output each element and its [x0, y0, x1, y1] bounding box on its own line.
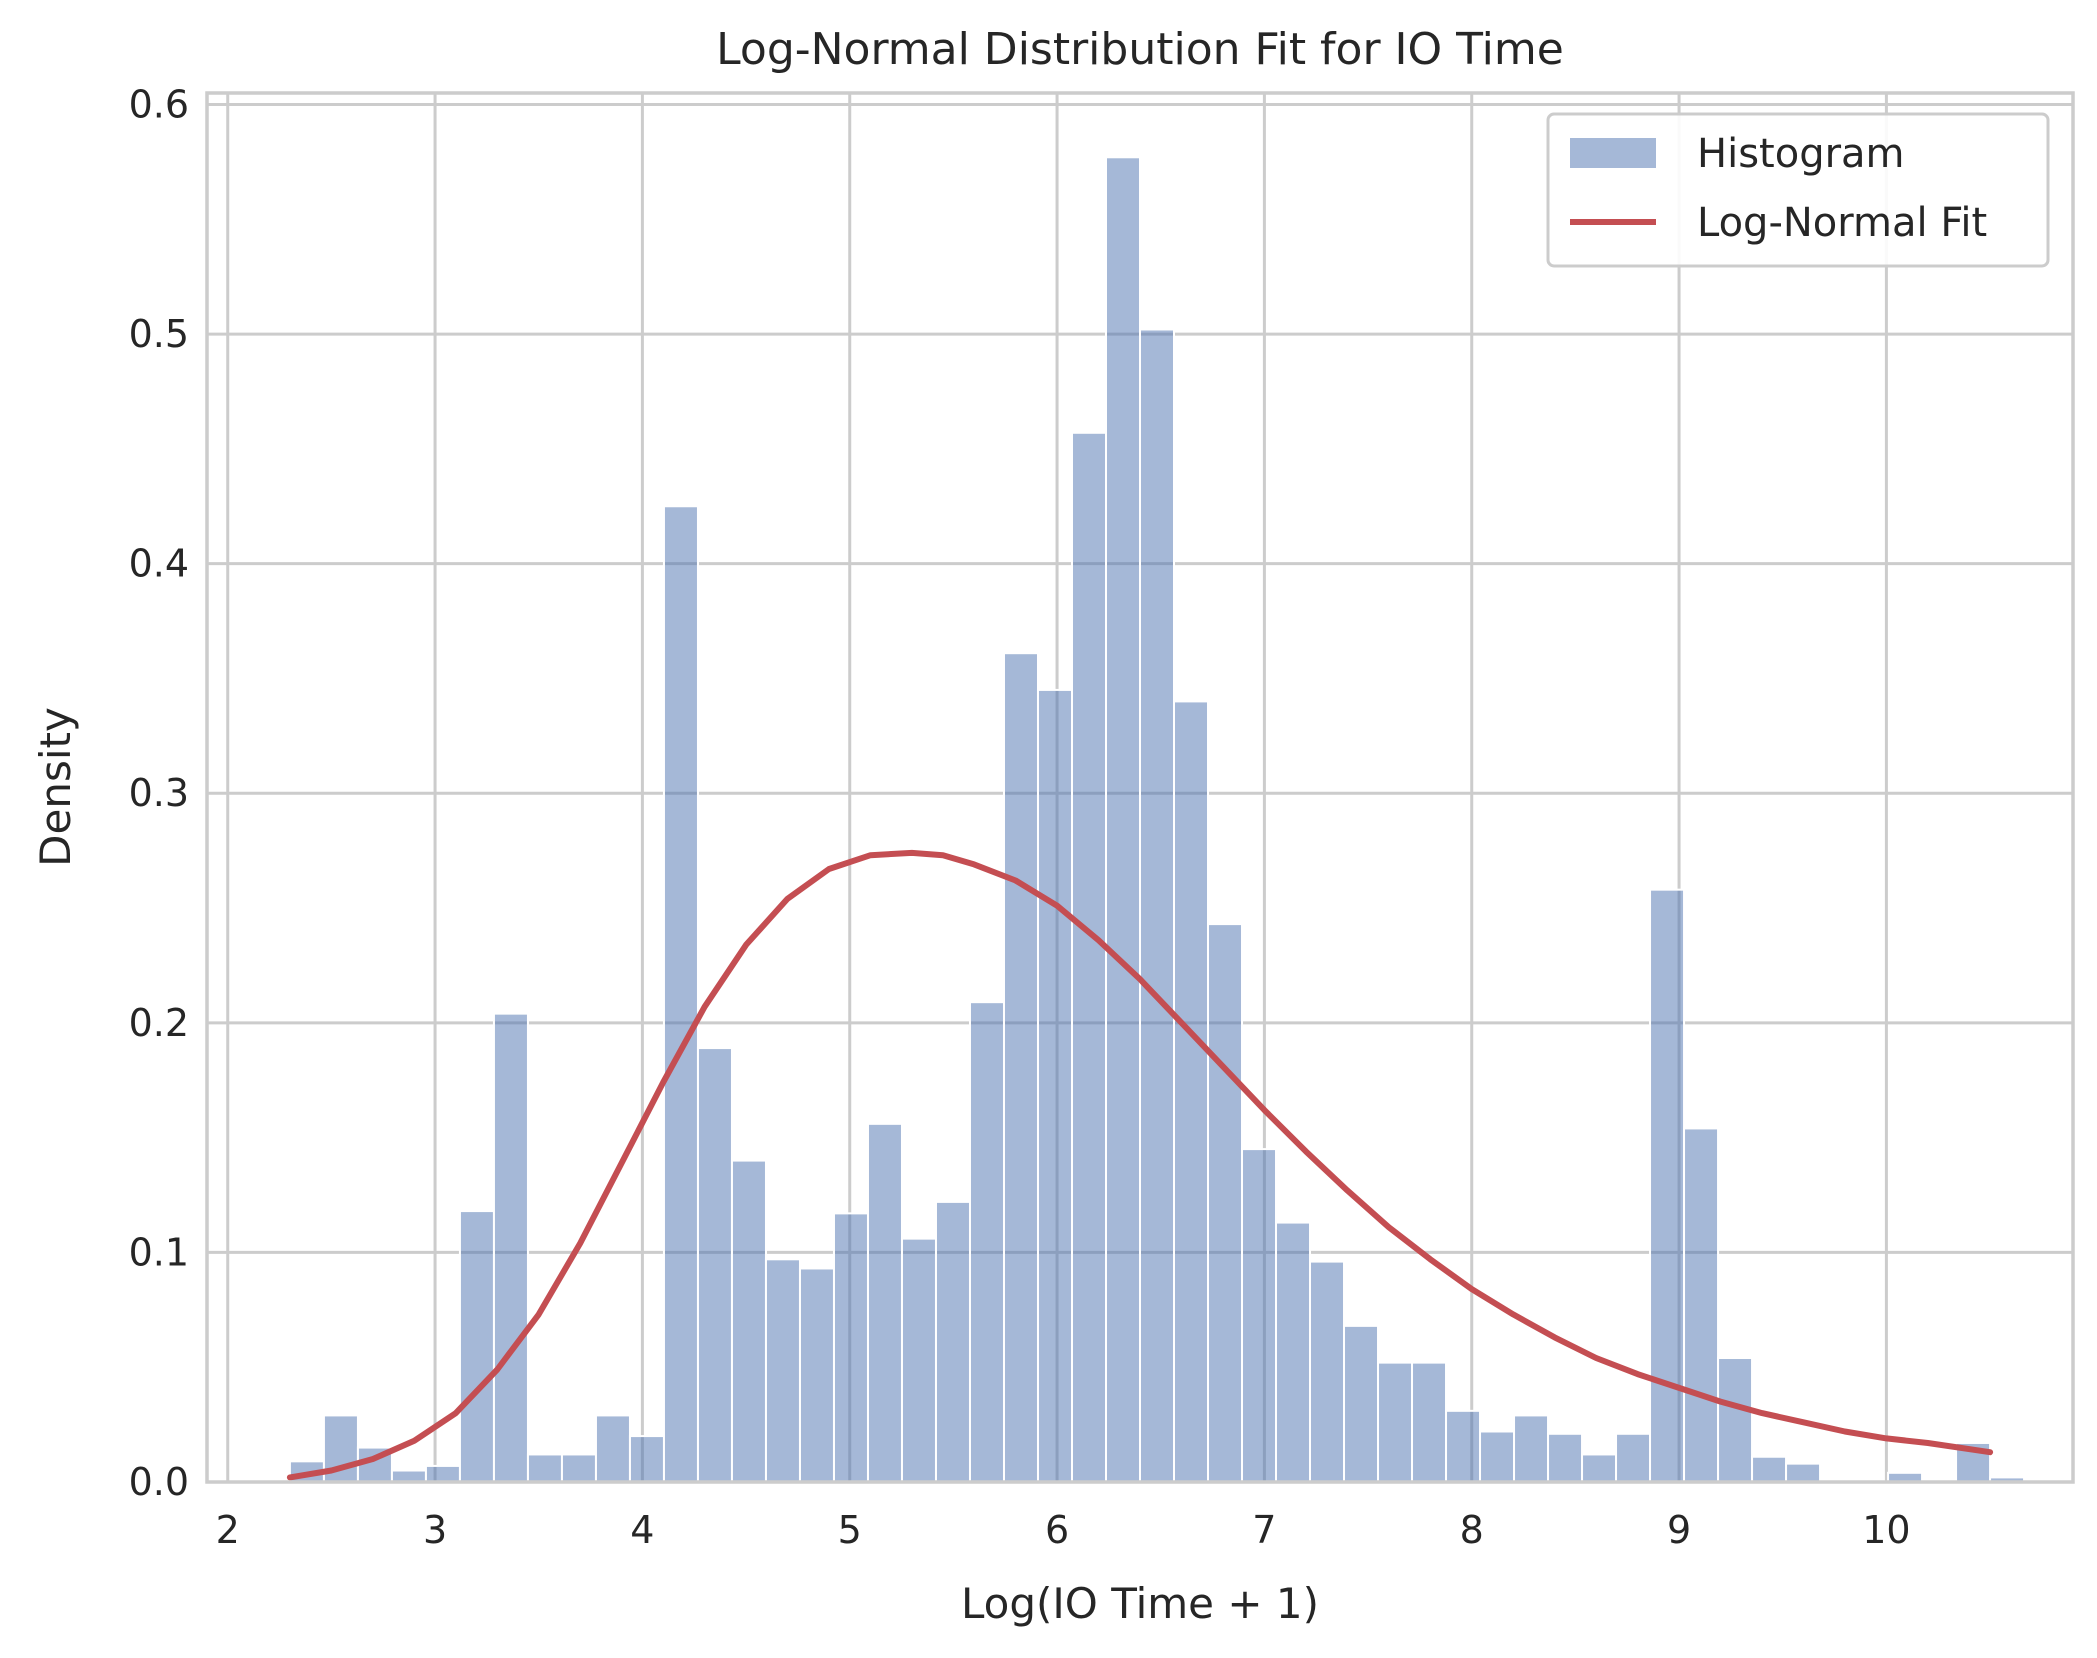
histogram-bar	[1275, 1221, 1312, 1483]
histogram-bar	[1173, 700, 1210, 1483]
histogram-bar	[832, 1212, 869, 1483]
x-tick-labels: 2 3 4 5 6 7 8 9 10	[216, 1508, 1911, 1552]
histogram-bar	[1139, 328, 1176, 1483]
x-tick-label: 7	[1252, 1508, 1276, 1552]
histogram-bar	[934, 1200, 971, 1484]
histogram-bar	[968, 1001, 1005, 1483]
histogram-bar	[1513, 1414, 1550, 1483]
x-axis-label: Log(IO Time + 1)	[961, 1579, 1319, 1628]
y-tick-labels: 0.0 0.1 0.2 0.3 0.4 0.5 0.6	[129, 82, 189, 1504]
x-tick-label: 5	[838, 1508, 862, 1552]
histogram-bar	[1547, 1432, 1584, 1483]
x-tick-label: 9	[1667, 1508, 1691, 1552]
legend-fit-label: Log-Normal Fit	[1697, 200, 1987, 246]
legend-histogram-swatch	[1570, 138, 1656, 168]
histogram-bar	[1581, 1453, 1618, 1483]
histogram-bar	[1377, 1361, 1414, 1483]
histogram-bar	[1070, 431, 1107, 1483]
histogram-bar	[458, 1210, 495, 1484]
histogram-bar	[1002, 652, 1039, 1483]
histogram-bar	[1479, 1430, 1516, 1484]
histogram-bar	[628, 1435, 665, 1483]
histogram-bar	[526, 1453, 563, 1483]
histogram-bar	[1241, 1148, 1278, 1483]
x-tick-label: 4	[630, 1508, 654, 1552]
histogram-bar	[1104, 156, 1141, 1483]
histogram-bar	[1036, 688, 1073, 1483]
x-tick-label: 3	[423, 1508, 447, 1552]
histogram-bar	[1445, 1409, 1482, 1484]
histogram-bar	[1717, 1357, 1754, 1484]
x-tick-label: 6	[1045, 1508, 1069, 1552]
histogram-bar	[764, 1258, 801, 1483]
histogram-bar	[492, 1012, 529, 1484]
histogram-bar	[866, 1122, 903, 1483]
y-tick-label: 0.4	[129, 542, 189, 586]
legend-box	[1546, 112, 2050, 268]
histogram-bar	[1649, 888, 1686, 1483]
histogram-bar	[1683, 1127, 1720, 1484]
histogram-bar	[1411, 1361, 1448, 1483]
histogram-bar	[594, 1414, 631, 1483]
y-tick-label: 0.2	[129, 1001, 189, 1045]
x-tick-label: 10	[1862, 1508, 1910, 1552]
histogram-bar	[730, 1159, 767, 1483]
legend: Histogram Log-Normal Fit	[1546, 112, 2050, 268]
y-tick-label: 0.3	[129, 771, 189, 815]
fit-line-group	[286, 849, 1994, 1481]
y-tick-label: 0.0	[129, 1460, 189, 1504]
histogram-bar	[696, 1047, 733, 1483]
y-tick-label: 0.1	[129, 1230, 189, 1274]
histogram-bar	[560, 1453, 597, 1483]
histogram-bar	[1785, 1462, 1822, 1483]
histogram-bar	[1309, 1260, 1346, 1483]
histogram-bar	[1751, 1455, 1788, 1484]
x-tick-label: 2	[216, 1508, 240, 1552]
y-tick-label: 0.5	[129, 312, 189, 356]
histogram-bar	[1207, 923, 1244, 1483]
y-axis-label: Density	[31, 707, 80, 867]
histogram-bar	[1343, 1324, 1380, 1483]
plot-frame	[205, 91, 2075, 1484]
chart-title: Log-Normal Distribution Fit for IO Time	[716, 24, 1564, 75]
legend-histogram-label: Histogram	[1697, 131, 1905, 177]
y-tick-label: 0.6	[129, 82, 189, 126]
x-tick-label: 8	[1460, 1508, 1484, 1552]
histogram-bar	[1615, 1432, 1652, 1483]
histogram-bar	[900, 1237, 937, 1484]
histogram-bar	[798, 1267, 835, 1483]
histogram-bar	[662, 505, 699, 1483]
log-normal-fit-line	[286, 849, 1994, 1481]
histogram-bar	[424, 1464, 461, 1484]
